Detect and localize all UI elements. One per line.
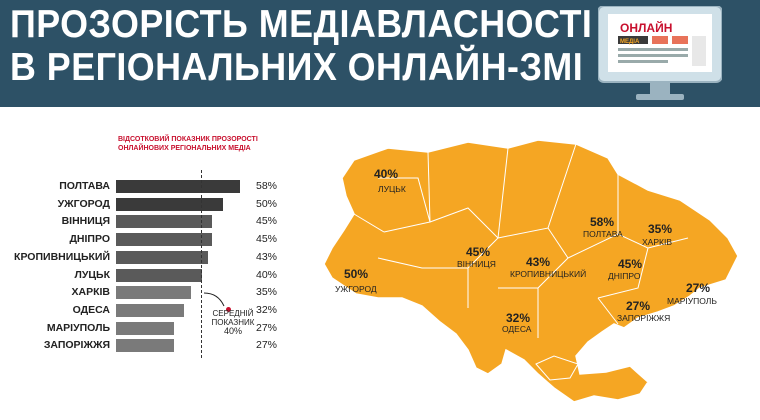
- map-city-name: ОДЕСА: [502, 324, 532, 334]
- map-city-name: ДНІПРО: [608, 271, 641, 281]
- bar: [116, 303, 185, 317]
- map-city-percent: 32%: [506, 311, 531, 325]
- average-value: 40%: [223, 326, 242, 336]
- map-city-percent: 58%: [590, 215, 615, 229]
- bar-category-label: КРОПИВНИЦЬКИЙ: [14, 250, 110, 263]
- bar: [116, 286, 191, 300]
- map-city-percent: 27%: [686, 281, 711, 295]
- bar: [116, 197, 223, 211]
- bar-category-label: ДНІПРО: [69, 233, 110, 246]
- map-city-name: УЖГОРОД: [335, 284, 377, 294]
- bar-category-label: ОДЕСА: [72, 303, 110, 316]
- map-city-name: ЛУЦЬК: [378, 184, 406, 194]
- average-label-1: СЕРЕДНІЙ: [212, 309, 254, 318]
- average-annotation: СЕРЕДНІЙ ПОКАЗНИК 40%: [210, 309, 256, 336]
- bar: [116, 268, 202, 282]
- map-city-percent: 45%: [618, 257, 643, 271]
- bar-value-label: 58%: [256, 180, 278, 192]
- bar-value-label: 45%: [256, 215, 278, 228]
- bar-category-label: ХАРКІВ: [71, 286, 111, 299]
- bar-category-label: ЛУЦЬК: [74, 268, 110, 281]
- average-marker: [226, 307, 231, 312]
- bar-value-label: 32%: [256, 303, 278, 316]
- map-city-percent: 43%: [526, 255, 551, 269]
- bar: [116, 180, 240, 193]
- average-pointer: [203, 292, 225, 307]
- chart-title: ВІДСОТКОВИЙ ПОКАЗНИК ПРОЗОРОСТІ ОНЛАЙНОВ…: [118, 136, 258, 152]
- bar-value-label: 35%: [256, 286, 278, 299]
- monitor-word: ОНЛАЙН: [620, 20, 672, 35]
- average-label-2: ПОКАЗНИК: [211, 318, 255, 327]
- map-city-name: МАРІУПОЛЬ: [667, 296, 717, 306]
- map-city-name: ХАРКІВ: [642, 237, 672, 247]
- bar-category-label: МАРІУПОЛЬ: [46, 321, 110, 334]
- bar-value-label: 50%: [256, 197, 278, 210]
- map-city-name: КРОПИВНИЦЬКИЙ: [510, 269, 587, 279]
- bar-value-label: 27%: [256, 339, 278, 352]
- bar: [116, 250, 208, 264]
- map-city-percent: 45%: [466, 245, 491, 259]
- map-city-percent: 35%: [648, 222, 673, 236]
- bar: [116, 215, 213, 229]
- bar-value-label: 40%: [256, 268, 278, 281]
- bar: [116, 339, 174, 353]
- ukraine-map: [323, 139, 739, 403]
- map-city-percent: 27%: [626, 299, 651, 313]
- bar-value-label: 45%: [256, 233, 278, 246]
- bar-value-label: 27%: [256, 321, 278, 334]
- bar: [116, 233, 213, 247]
- monitor-icon: ОНЛАЙН МЕДІА: [598, 6, 722, 100]
- map-city-name: ЗАПОРІЖЖЯ: [617, 313, 671, 323]
- map-city-name: ВІННИЦЯ: [457, 259, 496, 269]
- bar-category-label: УЖГОРОД: [57, 197, 110, 210]
- page-title-line-2: В РЕГІОНАЛЬНИХ ОНЛАЙН-ЗМІ: [10, 46, 584, 89]
- map-city-percent: 50%: [344, 267, 369, 281]
- bar-category-label: ПОЛТАВА: [59, 180, 110, 192]
- monitor-badge: МЕДІА: [620, 39, 640, 45]
- bar-category-label: ВІННИЦЯ: [61, 215, 110, 228]
- page-title-line-1: ПРОЗОРІСТЬ МЕДІАВЛАСНОСТІ: [10, 3, 593, 46]
- bar-category-label: ЗАПОРІЖЖЯ: [43, 339, 110, 352]
- map-city-percent: 40%: [374, 167, 399, 181]
- map-city-name: ПОЛТАВА: [583, 229, 623, 239]
- average-line: [201, 170, 202, 358]
- bar-value-label: 43%: [256, 250, 278, 263]
- bar: [116, 321, 174, 335]
